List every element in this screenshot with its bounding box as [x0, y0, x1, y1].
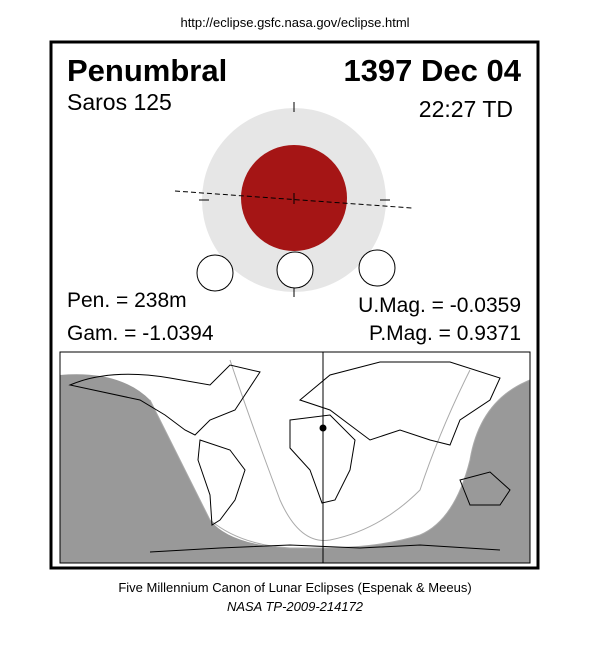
eclipse-date: 1397 Dec 04 — [343, 53, 521, 88]
south-america — [197, 439, 246, 526]
australia — [459, 471, 511, 506]
moon-max — [276, 251, 314, 289]
map-border — [59, 351, 531, 564]
pen-duration: Pen. = 238m — [67, 289, 187, 312]
penumbral-magnitude: P.Mag. = 0.9371 — [369, 322, 521, 345]
umbral-magnitude: U.Mag. = -0.0359 — [358, 294, 521, 317]
footer-reference: NASA TP-2009-214172 — [227, 599, 364, 614]
antarctica — [149, 544, 501, 553]
time: 22:27 TD — [419, 96, 513, 122]
url: http://eclipse.gsfc.nasa.gov/eclipse.htm… — [180, 15, 409, 30]
sub-lunar-point — [319, 424, 327, 432]
moon-p4 — [358, 249, 396, 287]
contact-curve — [229, 359, 471, 541]
night-west — [60, 374, 290, 548]
africa — [289, 414, 356, 504]
eclipse-type: Penumbral — [67, 53, 227, 88]
eurasia — [298, 361, 501, 446]
penumbra-limit — [149, 379, 531, 549]
world-map — [59, 351, 531, 564]
saros: Saros 125 — [67, 89, 172, 115]
north-america — [68, 364, 261, 436]
gamma: Gam. = -1.0394 — [67, 322, 214, 345]
night-south — [60, 548, 530, 563]
eclipse-geometry — [174, 102, 413, 297]
night-east — [320, 380, 530, 548]
footer-source: Five Millennium Canon of Lunar Eclipses … — [118, 580, 471, 595]
moon-p1 — [196, 254, 234, 292]
frame — [49, 40, 540, 570]
